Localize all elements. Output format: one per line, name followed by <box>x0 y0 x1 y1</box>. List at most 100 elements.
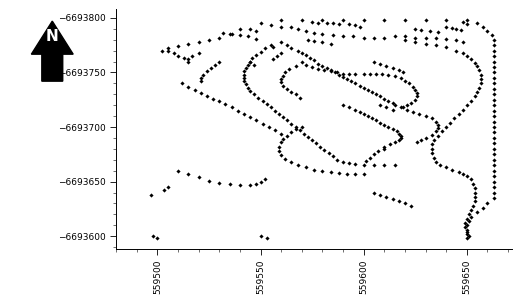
Point <box>360 71 368 76</box>
Point <box>394 68 403 73</box>
Point <box>401 79 409 84</box>
Point <box>260 46 269 51</box>
Point <box>473 64 482 68</box>
Point <box>433 133 442 138</box>
Point <box>380 144 389 149</box>
Point <box>463 236 471 241</box>
Point <box>489 163 498 168</box>
Point <box>287 121 296 126</box>
Point <box>397 105 405 110</box>
Point <box>299 131 308 136</box>
Point <box>382 195 391 199</box>
Point <box>463 223 471 228</box>
Point <box>262 102 271 106</box>
Point <box>308 20 316 25</box>
Point <box>467 177 475 182</box>
Point <box>324 151 333 156</box>
Point <box>275 149 284 154</box>
Point <box>415 112 423 116</box>
Point <box>489 152 498 157</box>
Point <box>450 116 459 121</box>
Point <box>411 97 419 102</box>
Point <box>489 75 498 80</box>
Point <box>228 105 236 110</box>
Point <box>279 73 287 78</box>
Point <box>397 75 405 80</box>
Point <box>254 95 263 100</box>
Point <box>446 120 455 125</box>
Point <box>314 67 323 72</box>
Point <box>489 185 498 189</box>
Point <box>339 71 347 76</box>
Point <box>380 35 389 40</box>
Point <box>306 56 314 61</box>
Point <box>431 119 440 124</box>
Point <box>471 190 479 195</box>
Point <box>365 155 374 160</box>
Point <box>413 91 421 95</box>
Point <box>310 31 318 36</box>
Point <box>370 190 378 195</box>
Point <box>345 22 353 27</box>
Point <box>281 156 289 161</box>
Point <box>184 57 193 62</box>
Point <box>314 61 323 66</box>
Point <box>471 199 479 204</box>
Point <box>335 171 343 175</box>
Point <box>351 23 360 28</box>
Text: N: N <box>46 29 59 43</box>
Point <box>252 181 261 186</box>
Point <box>215 180 223 185</box>
Point <box>235 33 244 38</box>
Point <box>465 234 473 239</box>
Point <box>215 59 223 64</box>
Point <box>269 57 277 62</box>
Point <box>275 112 284 116</box>
Point <box>477 72 485 77</box>
Point <box>360 85 368 90</box>
Point <box>246 59 254 64</box>
Point <box>304 134 312 139</box>
Point <box>318 40 327 44</box>
Point <box>401 201 409 206</box>
Point <box>382 64 391 68</box>
Point <box>248 56 257 61</box>
Point <box>463 103 471 108</box>
Point <box>384 72 393 77</box>
Point <box>291 64 300 68</box>
Point <box>407 101 416 105</box>
Point <box>219 31 228 36</box>
Point <box>235 26 244 31</box>
Point <box>489 130 498 135</box>
Point <box>463 174 471 178</box>
Point <box>294 163 302 168</box>
Point <box>436 163 444 168</box>
Point <box>205 178 213 183</box>
Point <box>390 140 399 145</box>
Point <box>281 70 289 75</box>
Point <box>246 26 254 31</box>
Point <box>431 160 440 164</box>
Point <box>465 219 473 223</box>
Point <box>345 105 353 110</box>
Point <box>242 66 250 71</box>
Point <box>428 132 436 137</box>
Point <box>399 70 407 75</box>
Point <box>471 60 479 65</box>
Point <box>390 103 399 108</box>
Point <box>244 62 252 67</box>
Point <box>221 102 230 106</box>
Point <box>489 70 498 75</box>
Point <box>328 154 337 159</box>
Point <box>394 199 403 204</box>
Point <box>328 21 337 26</box>
Point <box>483 29 492 33</box>
Point <box>283 118 291 123</box>
Point <box>477 77 485 81</box>
Point <box>188 54 197 58</box>
Point <box>454 112 463 116</box>
Point <box>388 127 397 132</box>
Point <box>318 168 327 173</box>
Point <box>370 163 378 168</box>
Point <box>407 203 416 208</box>
